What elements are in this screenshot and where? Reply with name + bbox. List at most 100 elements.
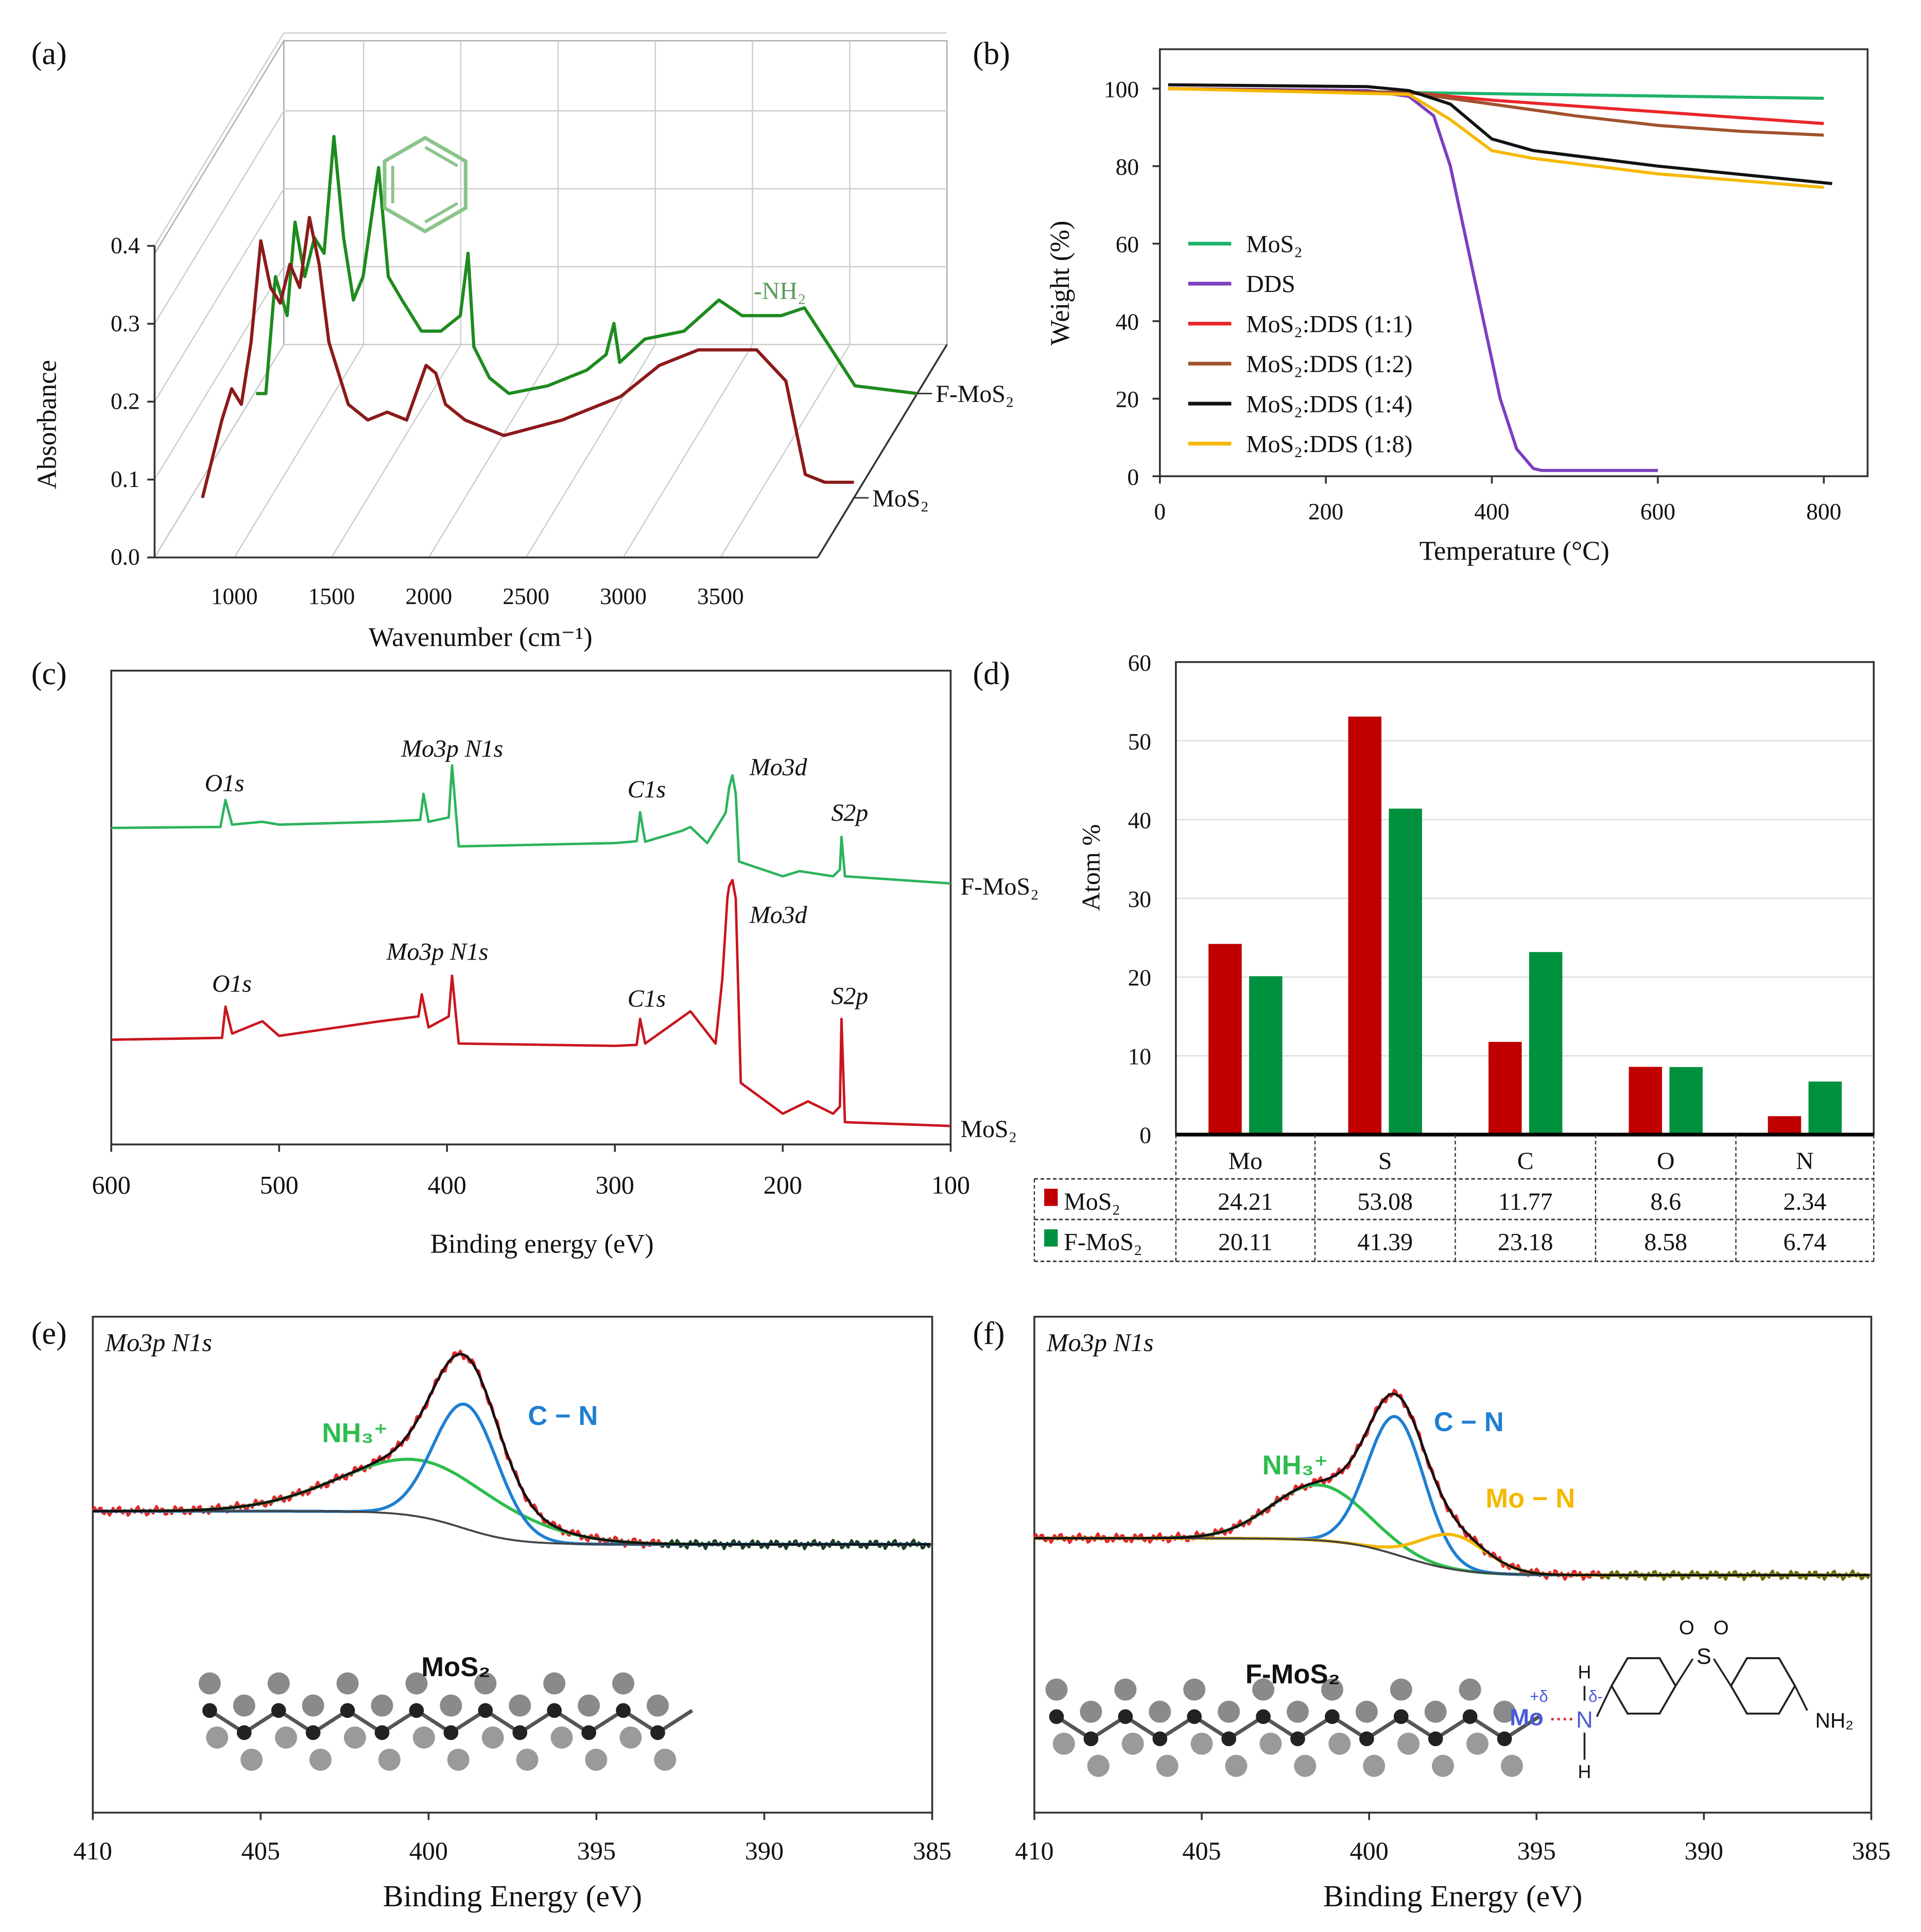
benzene-ring	[1610, 1657, 1677, 1715]
series-label: F-MoS₂	[936, 380, 1014, 408]
panel-title: Mo3p N1s	[105, 1328, 212, 1357]
molybdenum-atom	[1359, 1731, 1374, 1747]
peak-annotation: Mo3p N1s	[401, 735, 503, 762]
molybdenum-atom	[443, 1725, 459, 1740]
s-atom-label: S	[1697, 1644, 1711, 1669]
table-cell: 6.74	[1784, 1229, 1827, 1256]
benzene-ring-icon	[383, 135, 468, 234]
x-tick-label: 800	[1806, 499, 1841, 525]
molybdenum-atom	[1083, 1731, 1099, 1747]
panel-label: (c)	[31, 656, 67, 691]
peak-annotation: S2p	[832, 799, 869, 826]
molybdenum-atom	[478, 1703, 493, 1718]
molybdenum-atom	[581, 1725, 596, 1740]
series-label: MoS₂	[872, 485, 929, 512]
x-tick-label: 3000	[600, 584, 647, 610]
sulfur-atom	[1225, 1754, 1248, 1777]
floor-gridline	[331, 344, 462, 558]
component-label: Mo − N	[1485, 1483, 1575, 1513]
peak-annotation: Mo3p N1s	[386, 938, 489, 966]
sulfur-atom	[1500, 1754, 1523, 1777]
side-gridline	[154, 110, 285, 324]
x-tick-label: 410	[74, 1836, 112, 1865]
x-tick-label: 0	[1154, 499, 1166, 525]
background-line	[1034, 1537, 1870, 1576]
table-header-cell: Mo	[1228, 1147, 1262, 1175]
envelope-line	[1034, 1393, 1870, 1577]
y-tick-label: 10	[1128, 1044, 1151, 1070]
floor-gridline	[234, 344, 365, 558]
plot-frame	[1033, 1315, 1873, 1814]
table-header-cell: C	[1517, 1147, 1534, 1175]
peak-annotation: Mo3d	[749, 754, 808, 781]
molybdenum-atom	[1221, 1731, 1236, 1747]
z-tick-label: 0.0	[111, 544, 140, 570]
x-tick-label: 3500	[697, 584, 744, 610]
table-cell: 2.34	[1784, 1188, 1827, 1215]
x-tick-label: 390	[745, 1836, 784, 1865]
sulfur-atom	[343, 1726, 366, 1749]
x-axis-title: Wavenumber (cm⁻¹)	[369, 622, 593, 652]
molybdenum-atom	[305, 1725, 321, 1740]
x-axis-title: Temperature (°C)	[1420, 536, 1610, 566]
y-tick-label: 40	[1116, 309, 1139, 335]
component-label: NH₃⁺	[322, 1418, 388, 1449]
sulfur-atom	[1432, 1754, 1455, 1777]
table-cell: 53.08	[1357, 1188, 1413, 1215]
raw-data-tail	[1601, 1569, 1871, 1581]
table-cell: 8.6	[1650, 1188, 1681, 1215]
n-atom-label: N	[1576, 1707, 1593, 1733]
sulfur-atom	[1114, 1678, 1137, 1701]
table-cell: 11.77	[1498, 1188, 1553, 1215]
sulfur-atom	[1397, 1732, 1420, 1755]
x-tick-label: 200	[764, 1171, 802, 1199]
x-tick-label: 200	[1308, 499, 1343, 525]
o-atom-label: O	[1714, 1617, 1729, 1639]
x-tick-label: 1500	[308, 584, 355, 610]
plot-frame	[1158, 48, 1869, 477]
plot-frame	[92, 1315, 933, 1814]
sulfur-atom	[198, 1672, 221, 1695]
panel-label: (f)	[973, 1316, 1005, 1351]
molybdenum-atom	[1118, 1709, 1133, 1725]
sulfur-atom	[1466, 1732, 1489, 1755]
floor-gridline	[525, 344, 656, 558]
sulfur-atom	[309, 1748, 332, 1771]
x-tick-label: 405	[241, 1836, 280, 1865]
sulfur-atom	[578, 1694, 600, 1717]
sulfur-atom	[481, 1726, 504, 1749]
sulfur-atom	[612, 1672, 635, 1695]
component-1	[93, 1402, 931, 1546]
illustration-label: MoS₂	[421, 1652, 490, 1682]
peak-annotation: S2p	[832, 983, 869, 1010]
x-tick-label: 300	[596, 1171, 634, 1199]
y-tick-label: 60	[1116, 232, 1139, 257]
legend-label: MoS₂:DDS (1:4)	[1246, 391, 1412, 418]
mos2-lattice-illustration	[1045, 1678, 1540, 1777]
sulfur-atom	[378, 1748, 401, 1771]
molybdenum-atom	[547, 1703, 562, 1718]
raw-data-tail	[661, 1538, 932, 1551]
legend-label: MoS₂	[1246, 231, 1303, 258]
bar-mos2-mo	[1208, 944, 1242, 1135]
molybdenum-atom	[374, 1725, 390, 1740]
sulfur-atom	[1080, 1700, 1102, 1723]
y-axis-title: Weight (%)	[1045, 221, 1075, 346]
table-header-cell: S	[1378, 1147, 1392, 1175]
panel-label: (b)	[973, 36, 1010, 71]
floor	[153, 344, 948, 559]
sulfur-atom	[646, 1694, 669, 1717]
legend-label: DDS	[1246, 271, 1295, 298]
background-line	[93, 1510, 931, 1545]
sulfur-atom	[1252, 1678, 1275, 1701]
table-cell: 41.39	[1357, 1229, 1413, 1256]
partial-charge-label: +δ	[1530, 1687, 1548, 1705]
legend-label: MoS₂	[1064, 1188, 1120, 1215]
z-tick-label: 0.1	[111, 466, 140, 492]
sulfur-atom	[585, 1748, 608, 1771]
bar-f-mos2-s	[1389, 808, 1422, 1135]
x-tick-label: 600	[1640, 499, 1675, 525]
x-tick-label: 100	[931, 1171, 970, 1199]
y-tick-label: 80	[1116, 154, 1139, 180]
sulfur-atom	[1156, 1754, 1179, 1777]
